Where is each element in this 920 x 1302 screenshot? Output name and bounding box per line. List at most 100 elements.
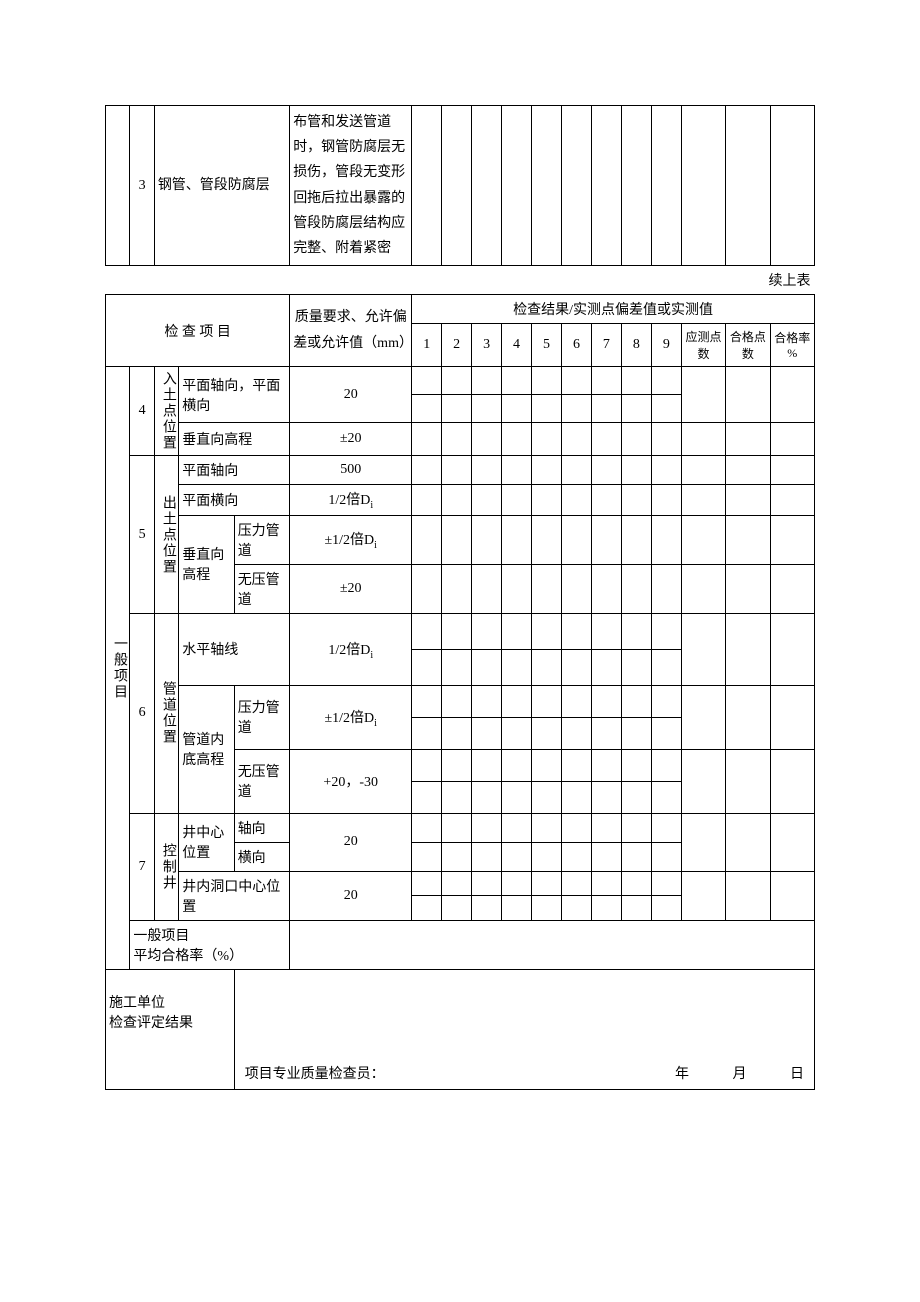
data-cell[interactable] xyxy=(726,423,770,456)
data-cell[interactable] xyxy=(561,485,591,516)
data-cell[interactable] xyxy=(412,896,442,921)
data-cell[interactable] xyxy=(621,485,651,516)
data-cell[interactable] xyxy=(412,613,442,649)
data-cell[interactable] xyxy=(442,813,472,842)
data-cell[interactable] xyxy=(651,456,681,485)
data-cell[interactable] xyxy=(561,781,591,813)
data-cell[interactable] xyxy=(561,871,591,896)
data-cell[interactable] xyxy=(770,613,814,685)
data-cell[interactable] xyxy=(442,685,472,717)
data-cell[interactable] xyxy=(502,485,532,516)
data-cell[interactable] xyxy=(412,749,442,781)
data-cell[interactable] xyxy=(591,896,621,921)
data-cell[interactable] xyxy=(561,896,591,921)
data-cell[interactable] xyxy=(591,367,621,395)
data-cell[interactable] xyxy=(770,423,814,456)
data-cell[interactable] xyxy=(532,395,562,423)
data-cell[interactable] xyxy=(651,896,681,921)
data-cell[interactable] xyxy=(651,106,681,266)
data-cell[interactable] xyxy=(412,423,442,456)
data-cell[interactable] xyxy=(770,515,814,564)
data-cell[interactable] xyxy=(472,515,502,564)
data-cell[interactable] xyxy=(651,717,681,749)
data-cell[interactable] xyxy=(502,813,532,842)
data-cell[interactable] xyxy=(681,749,725,813)
data-cell[interactable] xyxy=(561,813,591,842)
data-cell[interactable] xyxy=(472,813,502,842)
data-cell[interactable] xyxy=(532,749,562,781)
data-cell[interactable] xyxy=(726,564,770,613)
data-cell[interactable] xyxy=(412,367,442,395)
data-cell[interactable] xyxy=(472,717,502,749)
data-cell[interactable] xyxy=(770,685,814,749)
data-cell[interactable] xyxy=(532,564,562,613)
data-cell[interactable] xyxy=(561,685,591,717)
data-cell[interactable] xyxy=(472,456,502,485)
data-cell[interactable] xyxy=(472,423,502,456)
data-cell[interactable] xyxy=(591,813,621,842)
data-cell[interactable] xyxy=(770,871,814,920)
data-cell[interactable] xyxy=(621,871,651,896)
data-cell[interactable] xyxy=(532,871,562,896)
data-cell[interactable] xyxy=(412,813,442,842)
data-cell[interactable] xyxy=(412,717,442,749)
data-cell[interactable] xyxy=(770,813,814,871)
data-cell[interactable] xyxy=(561,717,591,749)
data-cell[interactable] xyxy=(561,423,591,456)
data-cell[interactable] xyxy=(502,649,532,685)
data-cell[interactable] xyxy=(621,781,651,813)
data-cell[interactable] xyxy=(621,423,651,456)
data-cell[interactable] xyxy=(651,871,681,896)
data-cell[interactable] xyxy=(591,781,621,813)
data-cell[interactable] xyxy=(412,395,442,423)
data-cell[interactable] xyxy=(502,564,532,613)
data-cell[interactable] xyxy=(442,896,472,921)
data-cell[interactable] xyxy=(532,842,562,871)
data-cell[interactable] xyxy=(561,842,591,871)
data-cell[interactable] xyxy=(532,813,562,842)
data-cell[interactable] xyxy=(651,781,681,813)
data-cell[interactable] xyxy=(532,685,562,717)
data-cell[interactable] xyxy=(561,456,591,485)
data-cell[interactable] xyxy=(532,485,562,516)
data-cell[interactable] xyxy=(681,106,725,266)
data-cell[interactable] xyxy=(472,613,502,649)
data-cell[interactable] xyxy=(591,685,621,717)
data-cell[interactable] xyxy=(621,515,651,564)
data-cell[interactable] xyxy=(591,842,621,871)
summary-value[interactable] xyxy=(290,920,815,969)
data-cell[interactable] xyxy=(532,106,562,266)
data-cell[interactable] xyxy=(442,106,472,266)
data-cell[interactable] xyxy=(726,367,770,423)
data-cell[interactable] xyxy=(442,456,472,485)
data-cell[interactable] xyxy=(502,395,532,423)
data-cell[interactable] xyxy=(651,649,681,685)
data-cell[interactable] xyxy=(681,871,725,920)
data-cell[interactable] xyxy=(621,685,651,717)
data-cell[interactable] xyxy=(651,813,681,842)
data-cell[interactable] xyxy=(591,423,621,456)
data-cell[interactable] xyxy=(442,367,472,395)
data-cell[interactable] xyxy=(442,749,472,781)
data-cell[interactable] xyxy=(621,813,651,842)
data-cell[interactable] xyxy=(502,842,532,871)
data-cell[interactable] xyxy=(472,842,502,871)
data-cell[interactable] xyxy=(502,423,532,456)
data-cell[interactable] xyxy=(472,367,502,395)
data-cell[interactable] xyxy=(591,564,621,613)
data-cell[interactable] xyxy=(770,367,814,423)
data-cell[interactable] xyxy=(651,564,681,613)
data-cell[interactable] xyxy=(442,564,472,613)
data-cell[interactable] xyxy=(442,871,472,896)
data-cell[interactable] xyxy=(502,896,532,921)
data-cell[interactable] xyxy=(591,717,621,749)
data-cell[interactable] xyxy=(591,395,621,423)
data-cell[interactable] xyxy=(591,456,621,485)
data-cell[interactable] xyxy=(532,515,562,564)
data-cell[interactable] xyxy=(472,485,502,516)
data-cell[interactable] xyxy=(442,423,472,456)
data-cell[interactable] xyxy=(502,456,532,485)
data-cell[interactable] xyxy=(726,813,770,871)
data-cell[interactable] xyxy=(621,842,651,871)
data-cell[interactable] xyxy=(412,515,442,564)
